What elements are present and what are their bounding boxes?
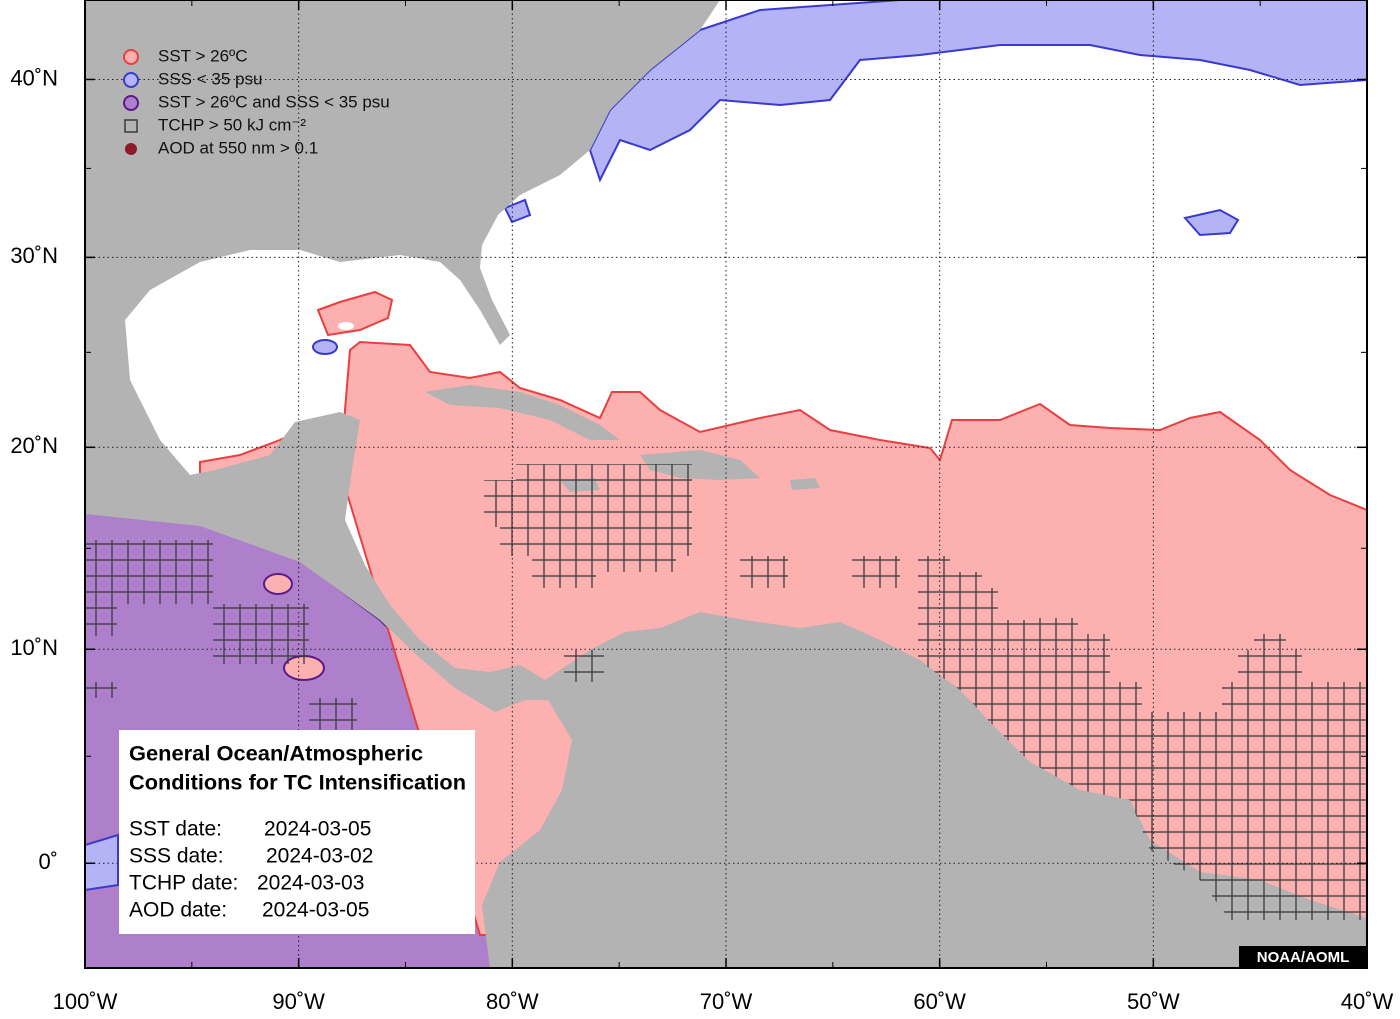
- x-tick-label: 70˚W: [700, 989, 753, 1014]
- x-tick-label: 60˚W: [913, 989, 966, 1014]
- sss-region: [588, 0, 1367, 183]
- date-value: 2024-03-03: [257, 872, 364, 895]
- date-value: 2024-03-02: [266, 845, 373, 868]
- map-frame: [84, 0, 1368, 969]
- legend-swatch: [124, 119, 138, 133]
- tchp-cell-area: [309, 698, 357, 730]
- tchp-cell-area: [564, 650, 604, 682]
- legend-label: SSS < 35 psu: [158, 69, 262, 88]
- x-tick-label: 50˚W: [1127, 989, 1180, 1014]
- info-title: General Ocean/Atmospheric: [129, 743, 423, 766]
- tchp-cell-area: [484, 464, 692, 527]
- legend-label: SST > 26ºC: [158, 46, 248, 65]
- date-label: TCHP date:: [129, 872, 238, 895]
- sst-region: [316, 290, 394, 337]
- sss-region: [85, 833, 119, 892]
- x-tick-label: 100˚W: [53, 989, 118, 1014]
- sst-region: [263, 573, 293, 595]
- date-label: SSS date:: [129, 845, 224, 868]
- date-value: 2024-03-05: [262, 899, 369, 922]
- date-value: 2024-03-05: [264, 818, 371, 841]
- tchp-cell-area: [918, 556, 1367, 920]
- legend: SST > 26ºC SSS < 35 psu SST > 26ºC and S…: [123, 46, 390, 157]
- date-label: AOD date:: [129, 899, 227, 922]
- y-tick-label: 10˚N: [10, 635, 58, 660]
- tchp-cell-area: [852, 556, 900, 588]
- y-tick-label: 20˚N: [10, 433, 58, 458]
- info-box: General Ocean/Atmospheric Conditions for…: [119, 730, 475, 934]
- ocean-hole: [338, 322, 354, 330]
- tchp-cell-area: [740, 556, 788, 588]
- credit: NOAA/AOML: [1257, 949, 1350, 966]
- tchp-cell-area: [85, 604, 117, 636]
- tchp-cell-area: [85, 540, 213, 572]
- info-box-background: [119, 730, 475, 934]
- legend-label: SST > 26ºC and SSS < 35 psu: [158, 92, 390, 111]
- tchp-cell-area: [500, 527, 692, 588]
- land: [85, 0, 1367, 968]
- legend-label: AOD at 550 nm > 0.1: [158, 138, 318, 157]
- sss-region: [503, 198, 532, 224]
- x-tick-label: 90˚W: [272, 989, 325, 1014]
- legend-swatch: [125, 143, 137, 155]
- tchp-cell-area: [213, 604, 309, 664]
- sss-region: [312, 339, 338, 355]
- legend-swatch: [123, 72, 139, 88]
- legend-swatch: [123, 95, 139, 111]
- sss-region: [1183, 208, 1240, 237]
- legend-label: TCHP > 50 kJ cm⁻²: [158, 115, 306, 134]
- y-tick-label: 0˚: [38, 849, 58, 874]
- y-tick-label: 40˚N: [10, 65, 58, 90]
- tchp-cell-area: [85, 572, 213, 604]
- credit-background: [1239, 946, 1367, 968]
- date-label: SST date:: [129, 818, 222, 841]
- land: [790, 478, 820, 490]
- legend-swatch: [123, 49, 139, 65]
- x-tick-label: 80˚W: [486, 989, 539, 1014]
- info-title: Conditions for TC Intensification: [129, 772, 466, 795]
- x-tick-label: 40˚W: [1341, 989, 1394, 1014]
- y-tick-label: 30˚N: [10, 243, 58, 268]
- land: [425, 385, 620, 440]
- tchp-cell-area: [85, 682, 117, 698]
- tchp-cells: [85, 464, 1367, 920]
